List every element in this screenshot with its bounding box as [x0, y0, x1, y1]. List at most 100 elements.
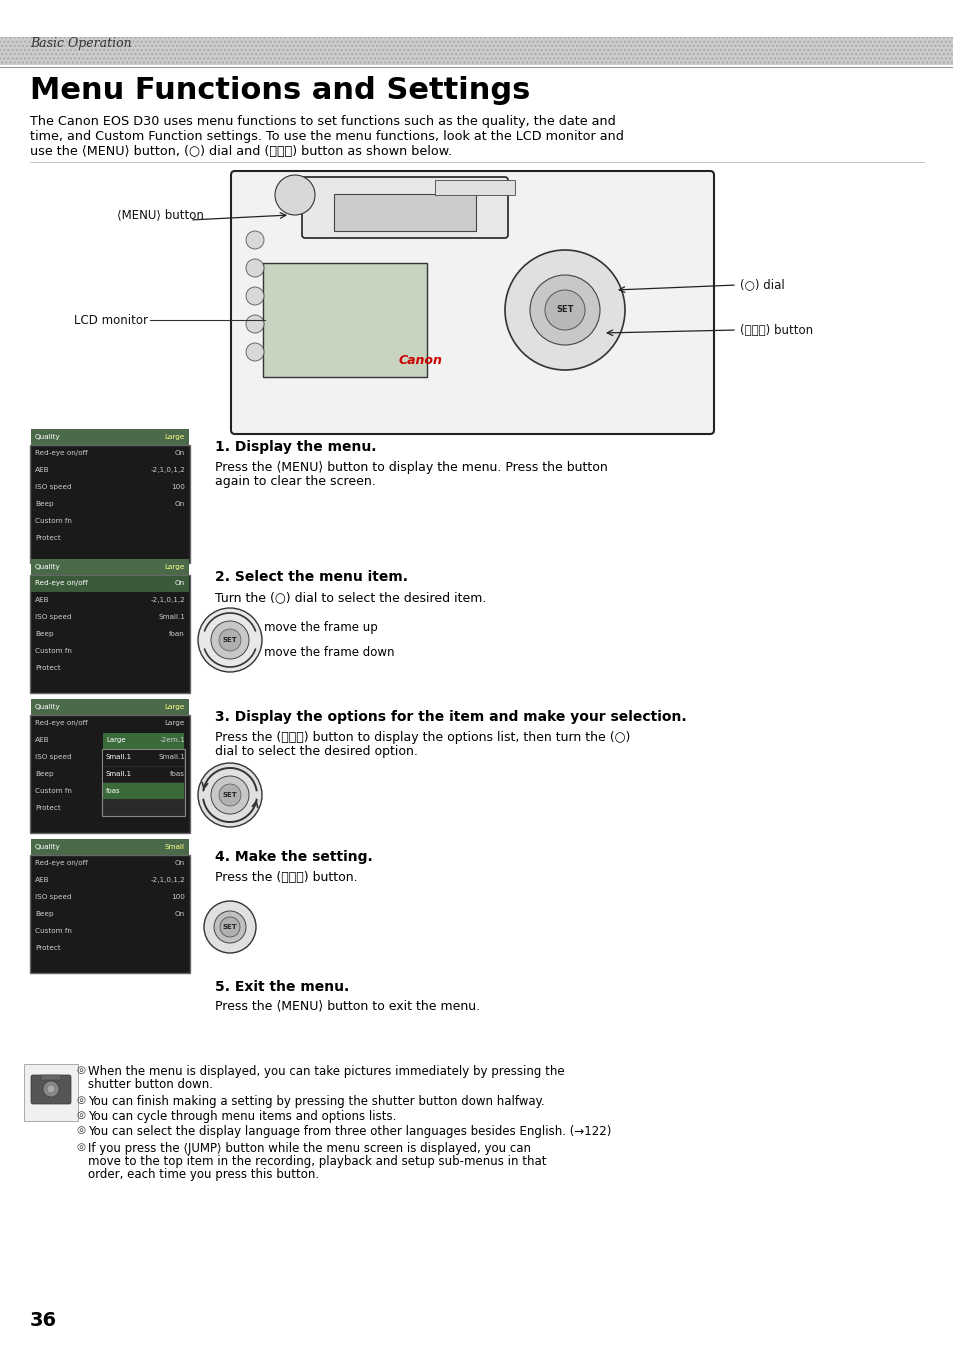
Text: AEB: AEB: [35, 738, 50, 743]
Text: You can finish making a setting by pressing the shutter button down halfway.: You can finish making a setting by press…: [88, 1095, 544, 1108]
Text: Red-eye on/off: Red-eye on/off: [35, 720, 88, 726]
Text: shutter button down.: shutter button down.: [88, 1078, 213, 1091]
Bar: [102, 749, 185, 816]
Text: Quality: Quality: [35, 843, 61, 850]
Bar: [103, 766, 184, 782]
Text: On: On: [174, 861, 185, 866]
Bar: [0, 36, 953, 65]
Text: On: On: [174, 580, 185, 587]
Text: 100: 100: [171, 484, 185, 490]
Bar: [30, 715, 190, 832]
Text: If you press the ⟨JUMP⟩ button while the menu screen is displayed, you can: If you press the ⟨JUMP⟩ button while the…: [88, 1143, 531, 1155]
Text: -2,1,0,1,2: -2,1,0,1,2: [150, 877, 185, 884]
Text: use the ⟨MENU⟩ button, (○) dial and (Ⓢⓔⓓ) button as shown below.: use the ⟨MENU⟩ button, (○) dial and (Ⓢⓔⓓ…: [30, 144, 452, 158]
Bar: [103, 733, 184, 749]
Text: again to clear the screen.: again to clear the screen.: [214, 475, 375, 488]
FancyBboxPatch shape: [435, 179, 515, 196]
FancyBboxPatch shape: [334, 194, 476, 231]
Text: Press the ⟨MENU⟩ button to exit the menu.: Press the ⟨MENU⟩ button to exit the menu…: [214, 1000, 479, 1012]
Text: ◎: ◎: [76, 1110, 85, 1120]
Bar: [103, 784, 184, 800]
Text: 2. Select the menu item.: 2. Select the menu item.: [214, 571, 408, 584]
Text: When the menu is displayed, you can take pictures immediately by pressing the: When the menu is displayed, you can take…: [88, 1064, 564, 1078]
Bar: [30, 429, 189, 445]
Text: Custom fn: Custom fn: [35, 788, 71, 793]
Circle shape: [43, 1081, 59, 1097]
Circle shape: [246, 343, 264, 362]
Circle shape: [530, 275, 599, 345]
Text: Large: Large: [106, 738, 126, 743]
Text: SET: SET: [222, 792, 237, 799]
Text: SET: SET: [556, 305, 573, 314]
Text: AEB: AEB: [35, 598, 50, 603]
Text: time, and Custom Function settings. To use the menu functions, look at the LCD m: time, and Custom Function settings. To u…: [30, 130, 623, 143]
Bar: [30, 839, 189, 855]
Circle shape: [246, 231, 264, 250]
Text: SET: SET: [222, 924, 237, 929]
Text: SET: SET: [222, 637, 237, 643]
Circle shape: [283, 183, 307, 206]
Circle shape: [47, 1085, 55, 1093]
Text: 36: 36: [30, 1311, 57, 1330]
Text: ◎: ◎: [76, 1125, 85, 1135]
Circle shape: [246, 316, 264, 333]
Circle shape: [246, 259, 264, 277]
Bar: [0, 36, 953, 65]
Text: ISO speed: ISO speed: [35, 894, 71, 900]
Circle shape: [504, 250, 624, 370]
Text: (Ⓢⓔⓓ) button: (Ⓢⓔⓓ) button: [740, 324, 812, 336]
Bar: [30, 558, 189, 575]
FancyBboxPatch shape: [263, 263, 427, 376]
Text: -2em.1: -2em.1: [159, 738, 185, 743]
Text: Beep: Beep: [35, 911, 53, 917]
Text: You can cycle through menu items and options lists.: You can cycle through menu items and opt…: [88, 1110, 395, 1122]
Text: Quality: Quality: [35, 564, 61, 569]
Text: Large: Large: [165, 720, 185, 726]
Text: 1. Display the menu.: 1. Display the menu.: [214, 440, 376, 455]
Text: Protect: Protect: [35, 665, 61, 670]
Text: ◎: ◎: [76, 1064, 85, 1075]
Text: Custom fn: Custom fn: [35, 518, 71, 523]
Text: move the frame up: move the frame up: [264, 622, 377, 634]
Bar: [30, 699, 189, 715]
Text: -2,1,0,1,2: -2,1,0,1,2: [150, 467, 185, 473]
Bar: [30, 855, 190, 973]
Circle shape: [246, 287, 264, 305]
Text: Large: Large: [165, 564, 185, 569]
Bar: [30, 576, 189, 592]
Text: -2,1,0,1,2: -2,1,0,1,2: [150, 598, 185, 603]
Text: Protect: Protect: [35, 534, 61, 541]
Text: Small.1: Small.1: [106, 772, 132, 777]
FancyBboxPatch shape: [30, 1075, 71, 1103]
Text: foan: foan: [169, 631, 185, 637]
Circle shape: [219, 629, 241, 652]
Text: ◎: ◎: [76, 1143, 85, 1152]
Text: Protect: Protect: [35, 805, 61, 811]
Text: foas: foas: [106, 788, 120, 793]
Text: You can select the display language from three other languages besides English. : You can select the display language from…: [88, 1125, 611, 1139]
Text: Press the (Ⓢⓔⓓ) button.: Press the (Ⓢⓔⓓ) button.: [214, 871, 357, 884]
Circle shape: [213, 911, 246, 943]
Circle shape: [211, 776, 249, 813]
Text: ◎: ◎: [76, 1095, 85, 1105]
Text: Red-eye on/off: Red-eye on/off: [35, 451, 88, 456]
Circle shape: [274, 175, 314, 214]
FancyBboxPatch shape: [24, 1064, 78, 1121]
Text: 5. Exit the menu.: 5. Exit the menu.: [214, 979, 349, 994]
Text: Large: Large: [165, 704, 185, 710]
Text: AEB: AEB: [35, 877, 50, 884]
FancyBboxPatch shape: [231, 171, 713, 434]
Text: Beep: Beep: [35, 631, 53, 637]
Text: Press the (Ⓢⓔⓓ) button to display the options list, then turn the (○): Press the (Ⓢⓔⓓ) button to display the op…: [214, 731, 630, 745]
Text: Red-eye on/off: Red-eye on/off: [35, 580, 88, 587]
Text: Small: Small: [165, 843, 185, 850]
Text: Menu Functions and Settings: Menu Functions and Settings: [30, 76, 530, 105]
Text: ISO speed: ISO speed: [35, 484, 71, 490]
Text: The Canon EOS D30 uses menu functions to set functions such as the quality, the : The Canon EOS D30 uses menu functions to…: [30, 115, 615, 128]
Circle shape: [198, 764, 262, 827]
Text: Custom fn: Custom fn: [35, 648, 71, 654]
Circle shape: [219, 784, 241, 805]
Text: Quality: Quality: [35, 704, 61, 710]
Text: Small.1: Small.1: [158, 614, 185, 621]
Text: Large: Large: [165, 433, 185, 440]
